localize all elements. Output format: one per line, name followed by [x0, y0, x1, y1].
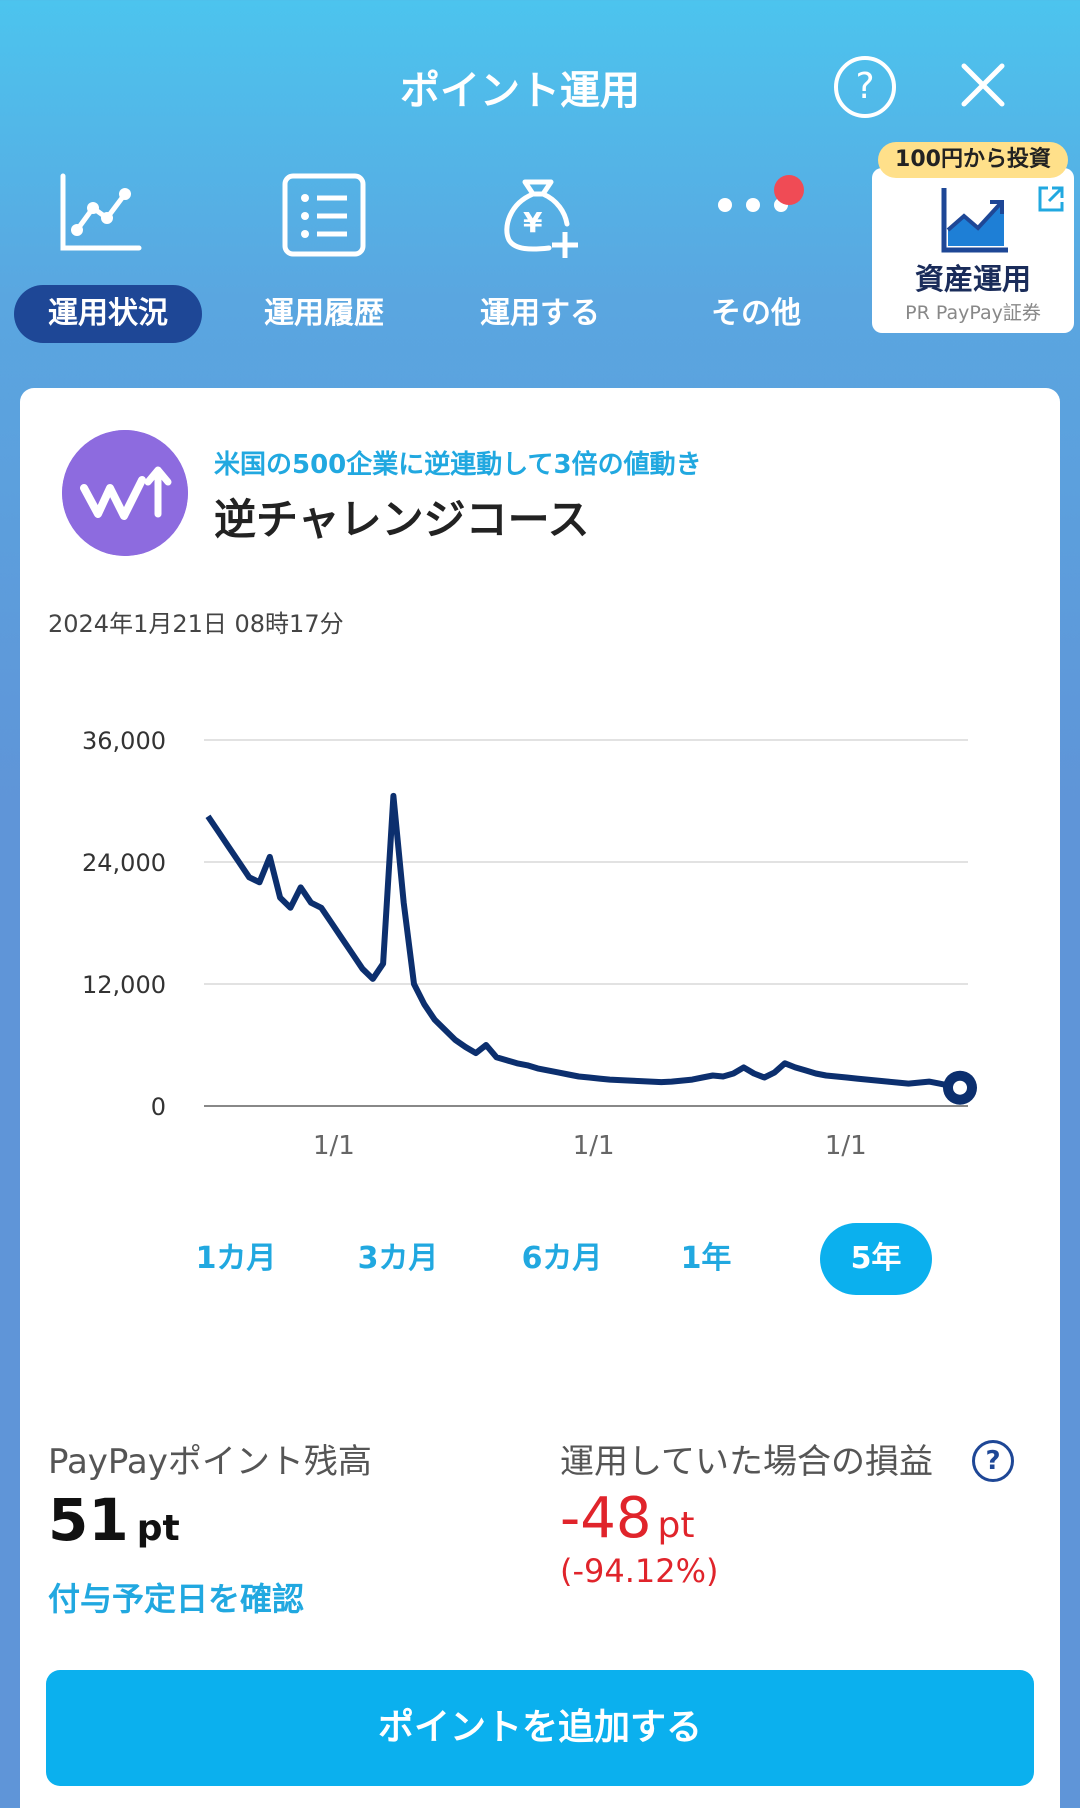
- investment-card: 米国の500企業に逆連動して3倍の値動き 逆チャレンジコース 2024年1月21…: [20, 388, 1060, 1808]
- balance-label: PayPayポイント残高: [48, 1442, 372, 1482]
- tab-status-label: 運用状況: [14, 285, 202, 343]
- svg-text:¥: ¥: [523, 206, 543, 239]
- tab-invest-label: 運用する: [480, 296, 600, 331]
- course-logo-icon: [62, 430, 188, 556]
- range-1-year[interactable]: 1年: [680, 1241, 732, 1276]
- balance-value: 51 pt: [48, 1486, 180, 1554]
- tab-history-label: 運用履歴: [264, 296, 384, 331]
- check-grant-date-link[interactable]: 付与予定日を確認: [48, 1580, 305, 1618]
- profit-loss-percent: (-94.12%): [560, 1552, 719, 1590]
- close-icon[interactable]: [958, 60, 1008, 110]
- series-line: [205, 792, 961, 1091]
- y-tick-label: 0: [151, 1093, 166, 1121]
- promo-sponsor: PR PayPay証券: [905, 302, 1041, 324]
- list-icon: [282, 173, 366, 257]
- help-button[interactable]: ?: [834, 56, 896, 118]
- y-tick-label: 36,000: [82, 727, 166, 755]
- y-tick-label: 12,000: [82, 971, 166, 999]
- x-tick-label: 1/1: [313, 1131, 355, 1161]
- range-3-months[interactable]: 3カ月: [357, 1241, 439, 1276]
- profit-loss-number: -48: [560, 1486, 652, 1551]
- timestamp: 2024年1月21日 08時17分: [48, 610, 344, 638]
- line-chart-icon: [60, 173, 142, 251]
- promo-title: 資産運用: [914, 262, 1031, 296]
- page-title: ポイント運用: [400, 68, 640, 114]
- course-name: 逆チャレンジコース: [214, 495, 590, 544]
- x-tick-label: 1/1: [573, 1131, 615, 1161]
- price-chart: 36,000 24,000 12,000 0 1/1 1/1 1/1: [82, 727, 977, 1161]
- y-tick-label: 24,000: [82, 849, 166, 877]
- growth-chart-icon: [941, 188, 1008, 253]
- balance-number: 51: [48, 1486, 129, 1554]
- range-6-months[interactable]: 6カ月: [521, 1241, 603, 1276]
- current-point-marker-inner: [953, 1080, 967, 1095]
- promo-asset-management[interactable]: 100円から投資 資産運用 PR PayPay証券: [872, 142, 1074, 333]
- range-5-years[interactable]: 5年: [820, 1223, 932, 1295]
- notification-dot: [774, 175, 804, 205]
- tab-invest[interactable]: ¥ 運用する: [440, 170, 640, 345]
- course-subtitle: 米国の500企業に逆連動して3倍の値動き: [214, 450, 702, 480]
- promo-badge: 100円から投資: [878, 142, 1068, 178]
- external-link-icon: [1038, 186, 1064, 212]
- app-header: ポイント運用 ?: [0, 0, 1080, 160]
- range-selector: 1カ月 3カ月 6カ月 1年 5年: [180, 1223, 940, 1299]
- tab-history[interactable]: 運用履歴: [224, 170, 424, 345]
- balance-unit: pt: [136, 1508, 180, 1549]
- profit-loss-help-button[interactable]: ?: [972, 1440, 1014, 1482]
- tab-other-label: その他: [711, 296, 801, 331]
- profit-loss-value: -48 pt: [560, 1486, 694, 1551]
- profit-loss-label: 運用していた場合の損益: [560, 1442, 933, 1482]
- tab-status[interactable]: 運用状況: [0, 170, 202, 345]
- range-1-month[interactable]: 1カ月: [195, 1241, 277, 1276]
- x-tick-label: 1/1: [825, 1131, 867, 1161]
- tab-other[interactable]: その他: [656, 170, 856, 345]
- add-points-button[interactable]: ポイントを追加する: [46, 1670, 1034, 1786]
- profit-loss-unit: pt: [657, 1505, 695, 1546]
- money-bag-add-icon: ¥: [504, 179, 578, 258]
